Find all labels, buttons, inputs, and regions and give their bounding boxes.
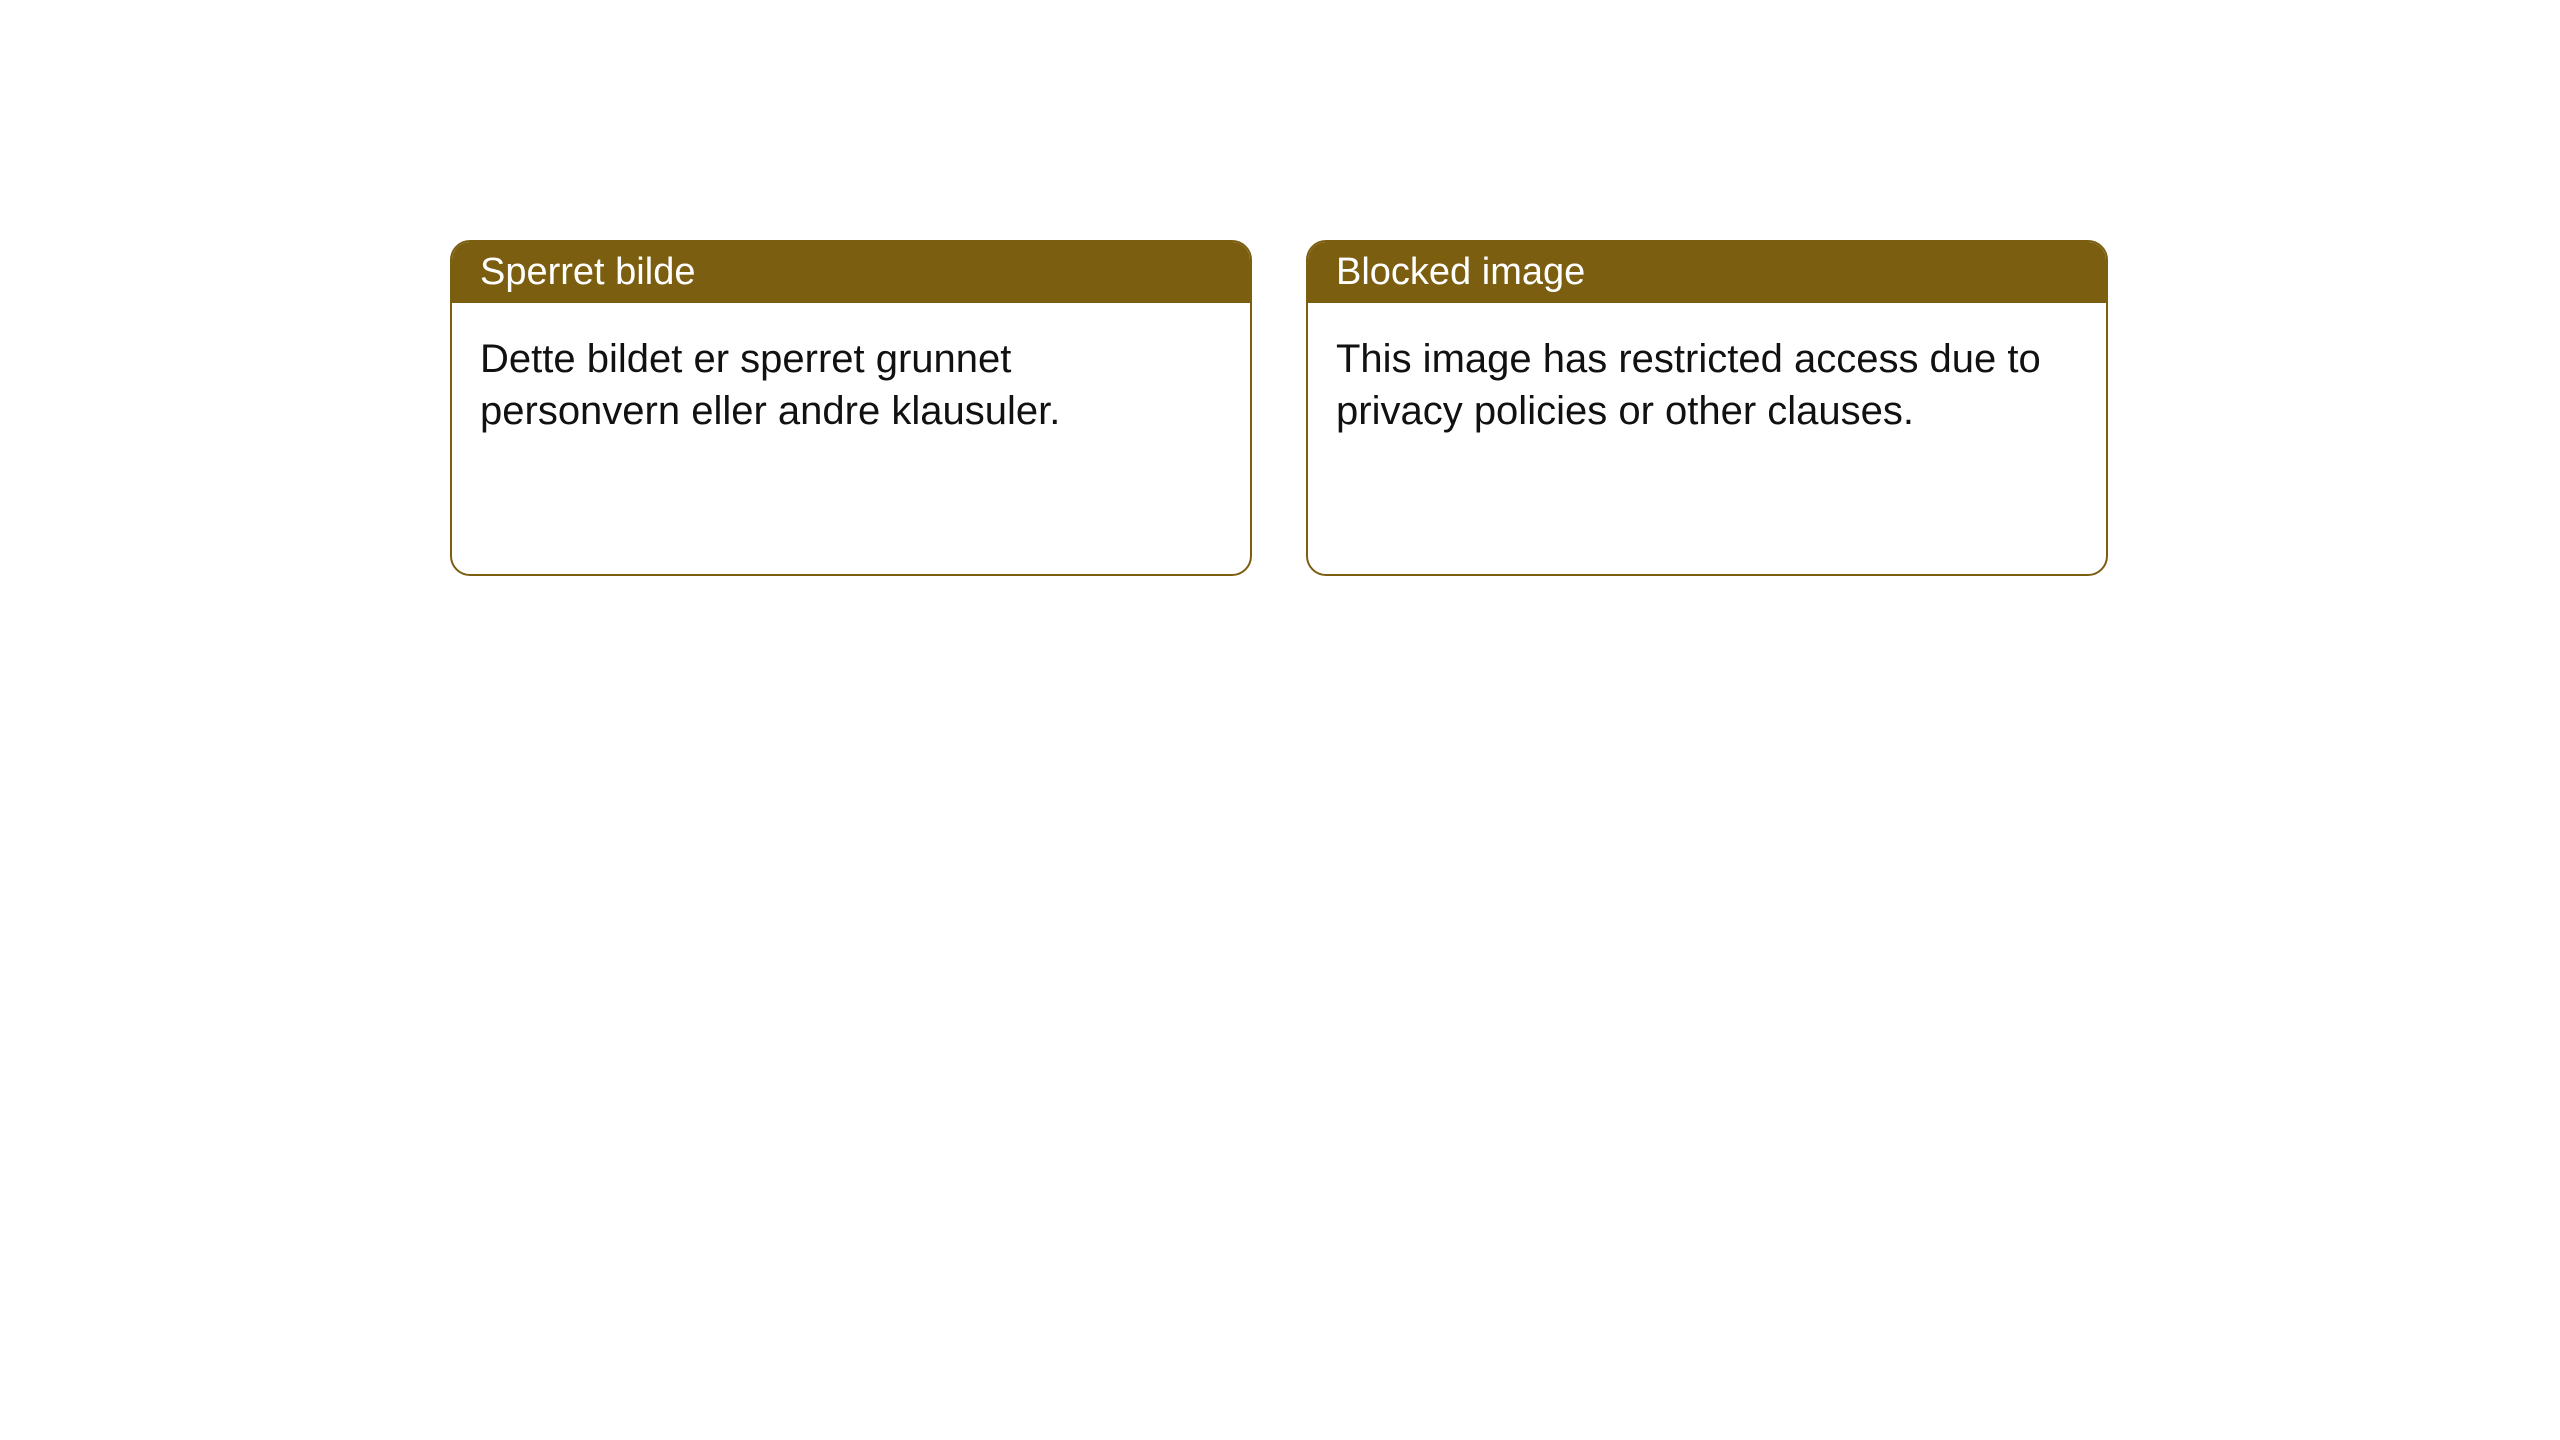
card-body: Dette bildet er sperret grunnet personve… xyxy=(452,303,1250,574)
card-body: This image has restricted access due to … xyxy=(1308,303,2106,574)
blocked-image-card-no: Sperret bilde Dette bildet er sperret gr… xyxy=(450,240,1252,576)
card-header: Sperret bilde xyxy=(452,242,1250,303)
card-header: Blocked image xyxy=(1308,242,2106,303)
cards-container: Sperret bilde Dette bildet er sperret gr… xyxy=(450,240,2108,576)
blocked-image-card-en: Blocked image This image has restricted … xyxy=(1306,240,2108,576)
